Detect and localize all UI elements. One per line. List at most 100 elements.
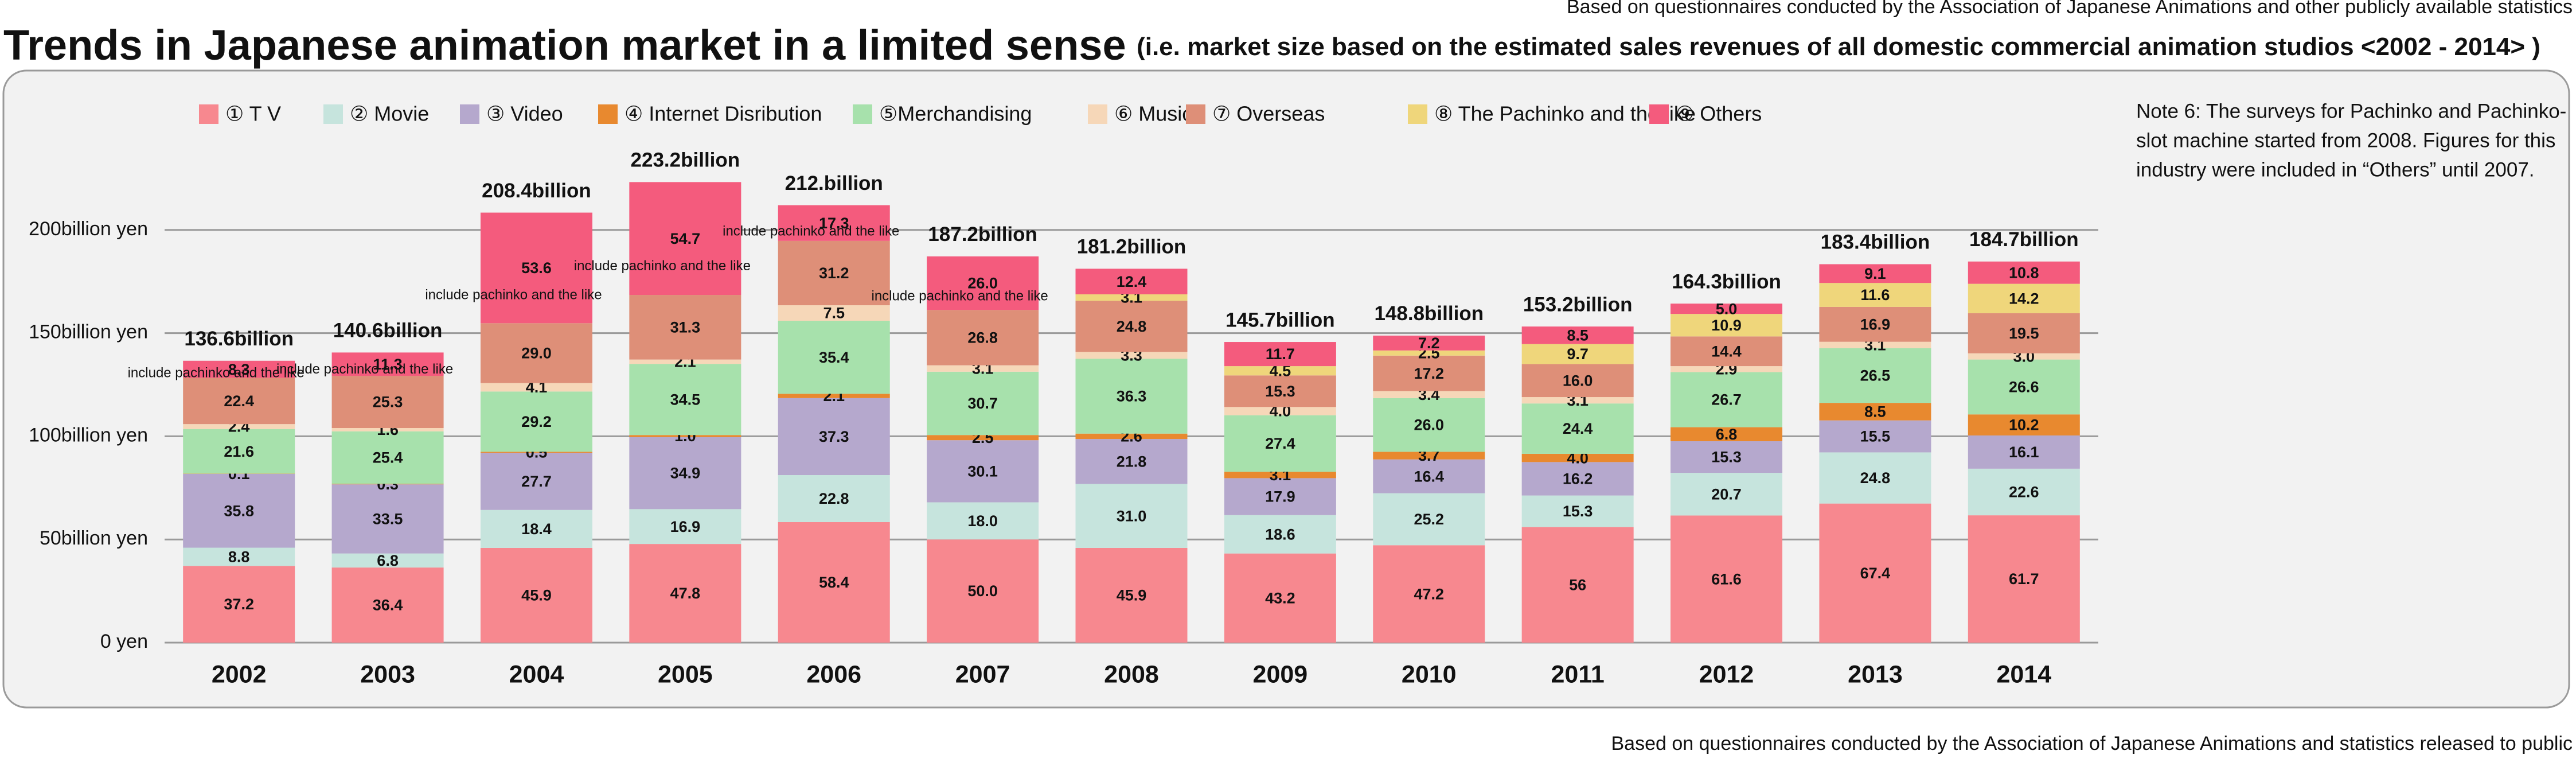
side-note: slot machine started from 2008. Figures … xyxy=(2136,129,2555,151)
x-tick-label: 2009 xyxy=(1253,660,1308,688)
bar-segment xyxy=(1968,414,2080,435)
value-label: 19.5 xyxy=(2009,325,2039,342)
legend-swatch xyxy=(853,104,872,124)
bar-segment xyxy=(183,429,295,474)
bar-segment xyxy=(183,547,295,566)
value-label: 25.2 xyxy=(1414,511,1444,528)
value-label: 10.8 xyxy=(2009,264,2039,281)
value-label: 16.1 xyxy=(2009,444,2039,461)
bar-segment xyxy=(778,398,890,475)
x-tick-label: 2013 xyxy=(1848,660,1903,688)
bar-segment xyxy=(1224,472,1336,479)
legend-swatch xyxy=(460,104,479,124)
side-note: industry were included in “Others” until… xyxy=(2136,158,2535,181)
total-label: 153.2billion xyxy=(1523,293,1633,316)
bar-segment xyxy=(927,502,1039,540)
total-label: 164.3billion xyxy=(1672,270,1781,293)
value-label: 53.6 xyxy=(521,259,552,277)
bar-segment xyxy=(183,378,295,425)
bar-segment xyxy=(778,305,890,321)
title-line: Trends in Japanese animation market in a… xyxy=(3,21,2540,69)
value-label: 34.9 xyxy=(670,465,701,482)
bar-segment xyxy=(1819,403,1931,421)
value-label: 47.8 xyxy=(670,585,701,602)
x-tick-label: 2012 xyxy=(1699,660,1754,688)
bar-segment xyxy=(1373,398,1485,452)
value-label: 14.4 xyxy=(1711,343,1742,360)
value-label: 10.2 xyxy=(2009,417,2039,434)
value-label: 15.3 xyxy=(1265,383,1295,400)
value-label: 17.2 xyxy=(1414,365,1444,382)
bar-segment xyxy=(1224,366,1336,376)
bar-segment xyxy=(629,182,741,295)
bar-segment xyxy=(1819,264,1931,283)
bar-segment xyxy=(1521,326,1634,344)
bar-segment xyxy=(927,310,1039,365)
annotation: include pachinko and the like xyxy=(128,365,305,380)
annotation: include pachinko and the like xyxy=(723,224,899,239)
legend-label: ⑤Merchandising xyxy=(879,102,1032,126)
value-label: 35.8 xyxy=(224,502,254,519)
bar-segment xyxy=(1075,433,1188,440)
bar-segment xyxy=(480,510,592,548)
value-label: 26.0 xyxy=(967,275,998,292)
bar-segment xyxy=(1075,547,1188,643)
bar-segment xyxy=(1373,452,1485,460)
bar-segment xyxy=(1075,294,1188,301)
value-label: 67.4 xyxy=(1860,565,1891,582)
bar-segment xyxy=(927,539,1039,643)
value-label: 26.5 xyxy=(1860,367,1891,384)
total-label: 148.8billion xyxy=(1374,302,1484,325)
total-label: 140.6billion xyxy=(333,320,443,342)
value-label: 31.3 xyxy=(670,318,701,336)
bar-segment xyxy=(778,321,890,394)
bar-segment xyxy=(1373,350,1485,356)
bar-segment xyxy=(629,435,741,437)
bar-segment xyxy=(1521,527,1634,643)
bar-segment xyxy=(1819,420,1931,453)
value-label: 15.3 xyxy=(1563,503,1593,520)
value-label: 16.0 xyxy=(1563,372,1593,389)
bar-segment xyxy=(1075,352,1188,359)
bar-segment xyxy=(927,440,1039,503)
bar-segment xyxy=(1819,348,1931,403)
total-label: 136.6billion xyxy=(184,328,294,350)
bar-segment xyxy=(1968,313,2080,353)
bar-segment xyxy=(778,522,890,643)
value-label: 22.4 xyxy=(224,392,254,410)
bar-segment xyxy=(1521,364,1634,398)
bar-segment xyxy=(1968,353,2080,360)
bar-segment xyxy=(1224,407,1336,415)
bar-segment xyxy=(1819,283,1931,307)
value-label: 45.9 xyxy=(1117,587,1147,604)
bar-segment xyxy=(1521,397,1634,404)
value-label: 34.5 xyxy=(670,391,701,408)
legend-swatch xyxy=(598,104,618,124)
bar-segment xyxy=(1521,462,1634,496)
value-label: 15.3 xyxy=(1711,449,1742,466)
value-label: 11.3 xyxy=(373,356,403,373)
value-label: 35.4 xyxy=(819,349,849,366)
bar-segment xyxy=(778,240,890,306)
value-label: 27.7 xyxy=(521,473,552,490)
value-label: 50.0 xyxy=(967,582,998,600)
x-tick-label: 2004 xyxy=(509,660,564,688)
legend-swatch xyxy=(1088,104,1107,124)
bar-segment xyxy=(1671,366,1783,372)
value-label: 37.3 xyxy=(819,428,849,445)
side-note: Note 6: The surveys for Pachinko and Pac… xyxy=(2136,100,2566,122)
legend-swatch xyxy=(199,104,218,124)
bar-segment xyxy=(183,360,295,378)
bar-segment xyxy=(629,295,741,360)
value-label: 31.2 xyxy=(819,265,849,282)
bar-segment xyxy=(1819,341,1931,348)
value-label: 30.7 xyxy=(967,395,998,412)
total-label: 223.2billion xyxy=(631,149,740,172)
bar-segment xyxy=(629,359,741,364)
x-tick-label: 2010 xyxy=(1402,660,1457,688)
bar-segment xyxy=(1968,468,2080,516)
bar-segment xyxy=(1373,493,1485,546)
bar-segment xyxy=(480,452,592,453)
bar-segment xyxy=(331,376,444,428)
value-label: 12.4 xyxy=(1117,273,1147,290)
